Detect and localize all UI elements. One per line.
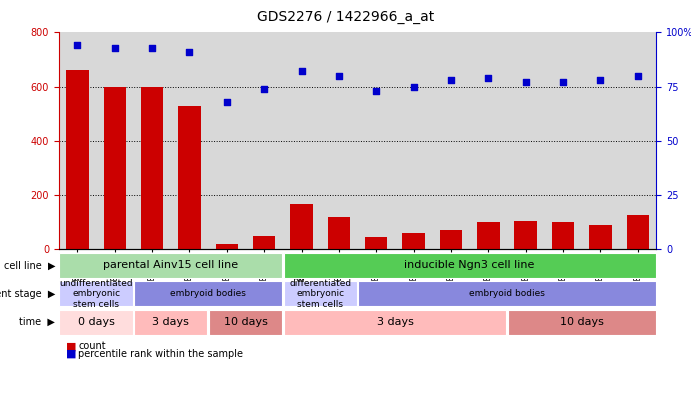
Bar (515, 221, 537, 249)
Text: 3 days: 3 days (153, 317, 189, 327)
Point (595, 77, 606, 83)
Point (408, 83, 419, 90)
Point (520, 79, 531, 85)
Bar (134, 281, 282, 307)
Text: differentiated
embryonic
stem cells: differentiated embryonic stem cells (289, 279, 351, 309)
Bar (141, 87, 163, 249)
Point (146, 44, 158, 51)
Bar (216, 244, 238, 249)
Bar (59, 253, 282, 278)
Bar (253, 236, 276, 249)
Point (632, 72, 643, 79)
Point (72, 42, 83, 49)
Bar (283, 281, 357, 307)
Bar (359, 281, 656, 307)
Bar (66, 70, 88, 249)
Bar (508, 309, 656, 335)
Text: 10 days: 10 days (560, 317, 604, 327)
Bar (209, 309, 282, 335)
Point (184, 49, 195, 55)
Bar (59, 281, 133, 307)
Point (258, 85, 269, 92)
Bar (365, 237, 388, 249)
Bar (59, 309, 133, 335)
Point (221, 98, 232, 105)
Point (446, 77, 457, 83)
Bar (290, 205, 313, 249)
Point (296, 68, 307, 75)
Text: time  ▶: time ▶ (19, 317, 55, 327)
Bar (439, 230, 462, 249)
Bar (283, 253, 656, 278)
Text: 3 days: 3 days (377, 317, 413, 327)
Bar (627, 215, 649, 249)
Text: development stage  ▶: development stage ▶ (0, 289, 55, 299)
Bar (589, 225, 612, 249)
Text: parental Ainv15 cell line: parental Ainv15 cell line (103, 260, 238, 271)
Bar (134, 309, 207, 335)
Text: embryoid bodies: embryoid bodies (469, 289, 545, 298)
Text: 10 days: 10 days (224, 317, 267, 327)
Text: cell line  ▶: cell line ▶ (3, 260, 55, 271)
Text: undifferentiated
embryonic
stem cells: undifferentiated embryonic stem cells (59, 279, 133, 309)
Bar (477, 222, 500, 249)
Point (333, 72, 344, 79)
Text: percentile rank within the sample: percentile rank within the sample (78, 349, 243, 358)
Text: ■: ■ (66, 349, 76, 358)
Bar (328, 217, 350, 249)
Text: GDS2276 / 1422966_a_at: GDS2276 / 1422966_a_at (257, 10, 434, 24)
Point (109, 44, 120, 51)
Text: inducible Ngn3 cell line: inducible Ngn3 cell line (404, 260, 535, 271)
Bar (402, 233, 425, 249)
Point (371, 87, 382, 94)
Bar (104, 87, 126, 249)
Text: count: count (78, 341, 106, 351)
Text: 0 days: 0 days (77, 317, 115, 327)
Bar (283, 309, 507, 335)
Text: ■: ■ (66, 341, 76, 351)
Point (483, 75, 494, 81)
Bar (552, 222, 574, 249)
Point (558, 79, 569, 85)
Text: embryoid bodies: embryoid bodies (170, 289, 246, 298)
Bar (178, 106, 200, 249)
